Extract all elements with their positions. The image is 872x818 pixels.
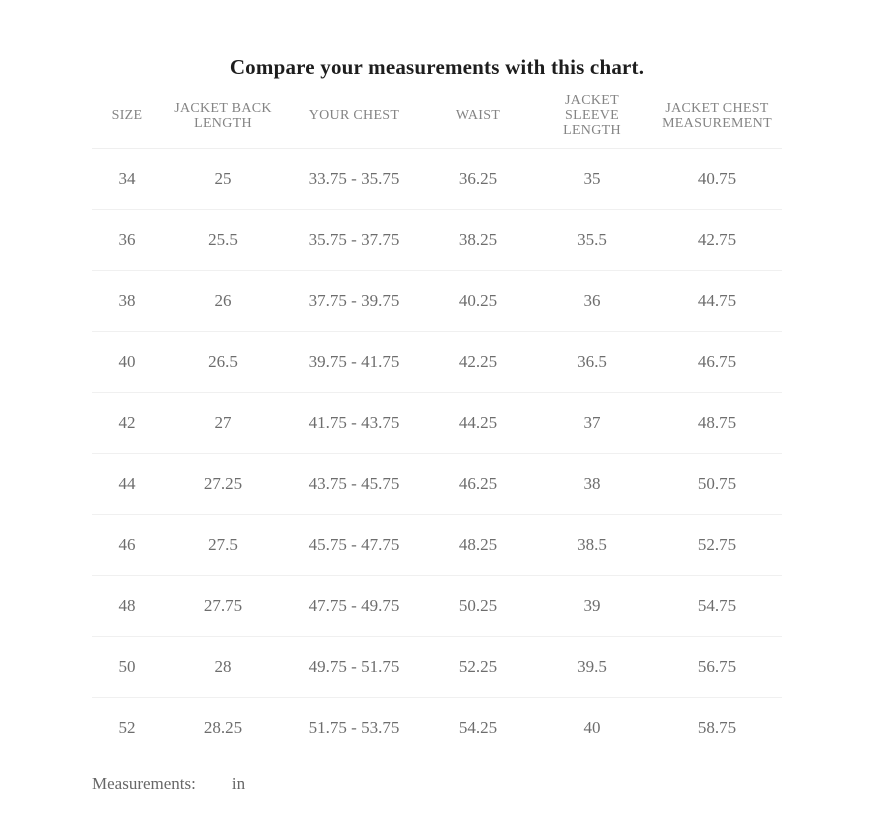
column-header: YOUR CHEST: [284, 86, 424, 149]
table-cell: 52: [118, 717, 136, 737]
table-row: 52 28.25 51.75 - 53.75 54.25 40 58.75: [92, 697, 782, 758]
column-header-label: JACKET BACK LENGTH: [174, 100, 272, 131]
table-cell: 25.5: [162, 209, 284, 271]
column-header: JACKET BACK LENGTH: [162, 86, 284, 149]
measurements-footer: Measurements: in: [92, 774, 782, 794]
size-table: SIZE JACKET BACK LENGTH YOUR CHEST WAIST JAC…: [92, 86, 782, 758]
table-cell: 56.75: [652, 636, 782, 698]
column-header-label: JACKET CHEST MEASUREMENT: [662, 100, 772, 131]
table-cell: 38: [532, 453, 652, 515]
table-row: 46 27.5 45.75 - 47.75 48.25 38.5 52.75: [92, 514, 782, 576]
table-cell: 40.75: [652, 148, 782, 210]
table-cell: 51.75 - 53.75: [308, 717, 400, 737]
table-cell: 35: [532, 148, 652, 210]
table-cell: 34: [92, 148, 162, 210]
table-cell: 58.75: [697, 717, 737, 737]
chart-title: Compare your measurements with this char…: [229, 55, 645, 79]
table-cell: 28.25: [203, 717, 243, 737]
table-cell: 52.25: [424, 636, 532, 698]
table-cell: 28: [162, 636, 284, 698]
table-cell: 39.5: [532, 636, 652, 698]
table-cell: 47.75 - 49.75: [284, 575, 424, 637]
column-header: SIZE: [92, 86, 162, 149]
table-cell: 26.5: [162, 331, 284, 393]
table-header-row: SIZE JACKET BACK LENGTH YOUR CHEST WAIST JAC…: [92, 86, 782, 149]
table-cell: 36.5: [532, 331, 652, 393]
table-cell: 42.75: [652, 209, 782, 271]
table-cell: 36: [92, 209, 162, 271]
table-cell: 50.25: [424, 575, 532, 637]
table-cell: 25: [162, 148, 284, 210]
table-cell: 35.5: [532, 209, 652, 271]
column-header-label: YOUR CHEST: [308, 108, 400, 124]
table-cell: 48.25: [424, 514, 532, 576]
table-cell: 42: [92, 392, 162, 454]
table-cell: 37: [532, 392, 652, 454]
table-cell: 40.25: [424, 270, 532, 332]
table-cell: 42.25: [424, 331, 532, 393]
table-cell: 38.5: [532, 514, 652, 576]
table-cell: 50: [92, 636, 162, 698]
size-table-body: 34 25 33.75 - 35.75 36.25 35 40.75 36 25.5 35.75…: [92, 148, 782, 758]
table-row: 36 25.5 35.75 - 37.75 38.25 35.5 42.75: [92, 209, 782, 271]
table-cell: 27.25: [162, 453, 284, 515]
column-header-label: SIZE: [111, 108, 143, 124]
table-cell: 43.75 - 45.75: [284, 453, 424, 515]
table-row: 40 26.5 39.75 - 41.75 42.25 36.5 46.75: [92, 331, 782, 393]
table-cell: 27.75: [162, 575, 284, 637]
measurements-label: Measurements:: [92, 774, 196, 793]
table-cell: 54.75: [652, 575, 782, 637]
table-cell: 48: [92, 575, 162, 637]
table-cell: 26: [162, 270, 284, 332]
table-cell: 36: [532, 270, 652, 332]
column-header: JACKET SLEEVE LENGTH: [532, 86, 652, 149]
size-table-head: SIZE JACKET BACK LENGTH YOUR CHEST WAIST JAC…: [92, 86, 782, 149]
size-chart: Compare your measurements with this char…: [92, 50, 782, 794]
table-cell: 46.75: [652, 331, 782, 393]
table-cell: 27: [162, 392, 284, 454]
table-cell: 39.75 - 41.75: [284, 331, 424, 393]
table-cell: 37.75 - 39.75: [284, 270, 424, 332]
table-cell: 46.25: [424, 453, 532, 515]
table-cell: 36.25: [424, 148, 532, 210]
table-cell: 50.75: [652, 453, 782, 515]
table-cell: 44.75: [652, 270, 782, 332]
table-cell: 48.75: [652, 392, 782, 454]
table-cell: 54.25: [458, 717, 498, 737]
table-row: 34 25 33.75 - 35.75 36.25 35 40.75: [92, 148, 782, 210]
column-header: JACKET CHEST MEASUREMENT: [652, 86, 782, 149]
table-cell: 44: [92, 453, 162, 515]
table-row: 42 27 41.75 - 43.75 44.25 37 48.75: [92, 392, 782, 454]
unit-selector[interactable]: in: [231, 774, 246, 793]
table-cell: 45.75 - 47.75: [284, 514, 424, 576]
table-cell: 44.25: [424, 392, 532, 454]
table-cell: 33.75 - 35.75: [284, 148, 424, 210]
column-header: WAIST: [424, 86, 532, 149]
table-cell: 52.75: [652, 514, 782, 576]
table-row: 44 27.25 43.75 - 45.75 46.25 38 50.75: [92, 453, 782, 515]
table-cell: 35.75 - 37.75: [284, 209, 424, 271]
column-header-label: JACKET SLEEVE LENGTH: [563, 93, 621, 139]
table-cell: 41.75 - 43.75: [284, 392, 424, 454]
table-cell: 40: [583, 717, 601, 737]
table-cell: 39: [532, 575, 652, 637]
table-cell: 27.5: [162, 514, 284, 576]
table-row: 50 28 49.75 - 51.75 52.25 39.5 56.75: [92, 636, 782, 698]
table-row: 48 27.75 47.75 - 49.75 50.25 39 54.75: [92, 575, 782, 637]
column-header-label: WAIST: [455, 108, 501, 124]
table-cell: 38.25: [424, 209, 532, 271]
table-cell: 40: [92, 331, 162, 393]
table-row: 38 26 37.75 - 39.75 40.25 36 44.75: [92, 270, 782, 332]
table-cell: 38: [92, 270, 162, 332]
table-cell: 46: [92, 514, 162, 576]
table-cell: 49.75 - 51.75: [284, 636, 424, 698]
